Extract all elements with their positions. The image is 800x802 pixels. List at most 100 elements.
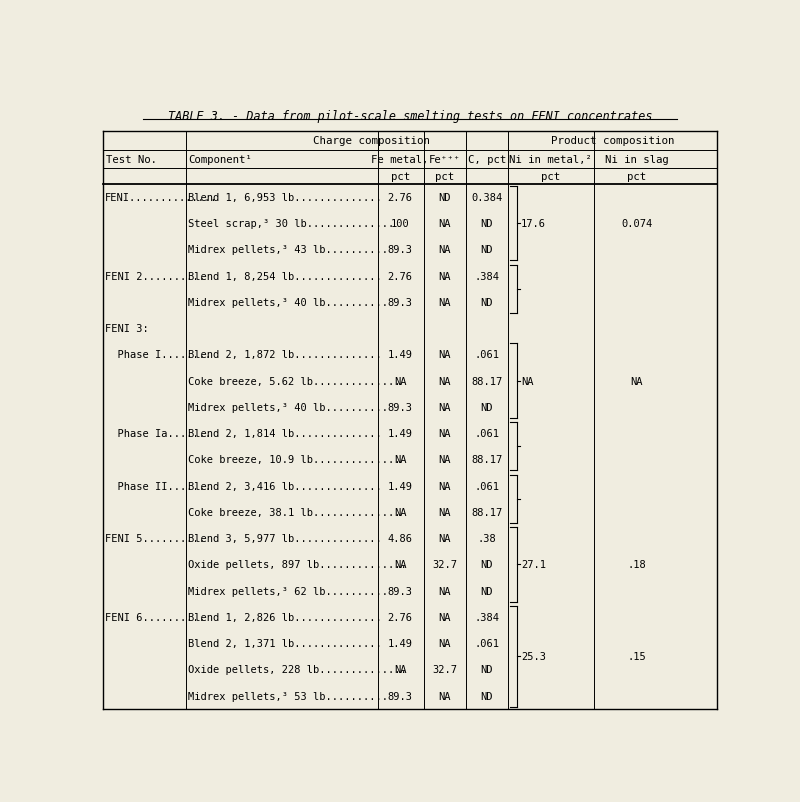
Text: NA: NA <box>438 271 451 282</box>
Text: FENI 2..........: FENI 2.......... <box>105 271 205 282</box>
Text: NA: NA <box>394 507 406 517</box>
Text: NA: NA <box>438 428 451 439</box>
Text: NA: NA <box>394 560 406 569</box>
Text: NA: NA <box>438 533 451 544</box>
Text: C, pct: C, pct <box>468 155 506 165</box>
Text: ND: ND <box>438 192 451 203</box>
Text: 0.384: 0.384 <box>471 192 502 203</box>
Text: ND: ND <box>481 691 493 701</box>
Text: Coke breeze, 10.9 lb..............: Coke breeze, 10.9 lb.............. <box>188 455 401 465</box>
Text: Coke breeze, 38.1 lb..............: Coke breeze, 38.1 lb.............. <box>188 507 401 517</box>
Text: Component¹: Component¹ <box>189 155 253 165</box>
Text: .15: .15 <box>627 651 646 662</box>
Text: 1.49: 1.49 <box>387 350 413 360</box>
Text: ND: ND <box>481 403 493 412</box>
Text: Charge composition: Charge composition <box>313 136 430 146</box>
Text: 2.76: 2.76 <box>387 612 413 622</box>
Text: ND: ND <box>481 560 493 569</box>
Text: 1.49: 1.49 <box>387 428 413 439</box>
Text: .061: .061 <box>474 350 499 360</box>
Text: NA: NA <box>394 376 406 386</box>
Text: 89.3: 89.3 <box>387 691 413 701</box>
Text: Blend 1, 8,254 lb..............: Blend 1, 8,254 lb.............. <box>188 271 382 282</box>
Text: 32.7: 32.7 <box>432 560 458 569</box>
Text: TABLE 3. - Data from pilot-scale smelting tests on FENI concentrates: TABLE 3. - Data from pilot-scale smeltin… <box>168 110 652 123</box>
Text: Blend 2, 3,416 lb..............: Blend 2, 3,416 lb.............. <box>188 481 382 491</box>
Text: Blend 2, 1,814 lb..............: Blend 2, 1,814 lb.............. <box>188 428 382 439</box>
Text: NA: NA <box>438 507 451 517</box>
Text: NA: NA <box>438 455 451 465</box>
Text: .384: .384 <box>474 612 499 622</box>
Text: NA: NA <box>438 219 451 229</box>
Text: Midrex pellets,³ 40 lb..........: Midrex pellets,³ 40 lb.......... <box>188 403 388 412</box>
Text: NA: NA <box>438 691 451 701</box>
Text: Midrex pellets,³ 43 lb..........: Midrex pellets,³ 43 lb.......... <box>188 245 388 255</box>
Text: NA: NA <box>438 612 451 622</box>
Text: 88.17: 88.17 <box>471 376 502 386</box>
Text: 2.76: 2.76 <box>387 192 413 203</box>
Text: Ni in slag: Ni in slag <box>605 155 669 165</box>
Text: Phase Ia.......: Phase Ia....... <box>105 428 211 439</box>
Text: NA: NA <box>438 245 451 255</box>
Text: 27.1: 27.1 <box>521 560 546 569</box>
Text: FENI 3:: FENI 3: <box>105 324 149 334</box>
Text: 32.7: 32.7 <box>432 665 458 674</box>
Text: .38: .38 <box>478 533 496 544</box>
Text: Blend 3, 5,977 lb..............: Blend 3, 5,977 lb.............. <box>188 533 382 544</box>
Text: 100: 100 <box>390 219 410 229</box>
Text: FENI 5..........: FENI 5.......... <box>105 533 205 544</box>
Text: Fe⁺⁺⁺: Fe⁺⁺⁺ <box>429 155 461 165</box>
Text: Phase II.......: Phase II....... <box>105 481 211 491</box>
Text: Fe metal,: Fe metal, <box>371 155 429 165</box>
Text: 88.17: 88.17 <box>471 507 502 517</box>
Text: NA: NA <box>394 455 406 465</box>
Text: Blend 1, 6,953 lb..............: Blend 1, 6,953 lb.............. <box>188 192 382 203</box>
Text: .18: .18 <box>627 560 646 569</box>
Text: pct: pct <box>627 172 646 182</box>
Text: NA: NA <box>438 638 451 648</box>
Text: Steel scrap,³ 30 lb..............: Steel scrap,³ 30 lb.............. <box>188 219 394 229</box>
Text: .384: .384 <box>474 271 499 282</box>
Text: NA: NA <box>438 298 451 307</box>
Text: 89.3: 89.3 <box>387 245 413 255</box>
Text: 89.3: 89.3 <box>387 586 413 596</box>
Text: Blend 2, 1,371 lb..............: Blend 2, 1,371 lb.............. <box>188 638 382 648</box>
Text: 89.3: 89.3 <box>387 298 413 307</box>
Text: ND: ND <box>481 219 493 229</box>
Text: Coke breeze, 5.62 lb..............: Coke breeze, 5.62 lb.............. <box>188 376 401 386</box>
Text: FENI 6..........: FENI 6.......... <box>105 612 205 622</box>
Text: 89.3: 89.3 <box>387 403 413 412</box>
Text: FENI..............: FENI.............. <box>105 192 218 203</box>
Text: .061: .061 <box>474 428 499 439</box>
Text: Oxide pellets, 897 lb..............: Oxide pellets, 897 lb.............. <box>188 560 406 569</box>
Text: Oxide pellets, 228 lb..............: Oxide pellets, 228 lb.............. <box>188 665 406 674</box>
Text: NA: NA <box>438 350 451 360</box>
Text: 25.3: 25.3 <box>521 651 546 662</box>
Text: NA: NA <box>438 403 451 412</box>
Text: ND: ND <box>481 665 493 674</box>
Text: 88.17: 88.17 <box>471 455 502 465</box>
Text: Midrex pellets,³ 53 lb..........: Midrex pellets,³ 53 lb.......... <box>188 691 388 701</box>
Text: Product composition: Product composition <box>550 136 674 146</box>
Text: pct: pct <box>541 172 560 182</box>
Text: Phase I........: Phase I........ <box>105 350 211 360</box>
Text: NA: NA <box>630 376 643 386</box>
Text: NA: NA <box>394 665 406 674</box>
Text: 17.6: 17.6 <box>521 219 546 229</box>
Text: 2.76: 2.76 <box>387 271 413 282</box>
Text: NA: NA <box>521 376 534 386</box>
Text: Blend 1, 2,826 lb..............: Blend 1, 2,826 lb.............. <box>188 612 382 622</box>
Text: Blend 2, 1,872 lb..............: Blend 2, 1,872 lb.............. <box>188 350 382 360</box>
Text: .061: .061 <box>474 481 499 491</box>
Text: NA: NA <box>438 481 451 491</box>
Text: ND: ND <box>481 586 493 596</box>
Text: pct: pct <box>435 172 454 182</box>
Text: Midrex pellets,³ 40 lb..........: Midrex pellets,³ 40 lb.......... <box>188 298 388 307</box>
Text: 4.86: 4.86 <box>387 533 413 544</box>
Text: ND: ND <box>481 245 493 255</box>
Text: 0.074: 0.074 <box>622 219 653 229</box>
Text: Ni in metal,²: Ni in metal,² <box>509 155 591 165</box>
Text: ND: ND <box>481 298 493 307</box>
Text: .061: .061 <box>474 638 499 648</box>
Text: 1.49: 1.49 <box>387 638 413 648</box>
